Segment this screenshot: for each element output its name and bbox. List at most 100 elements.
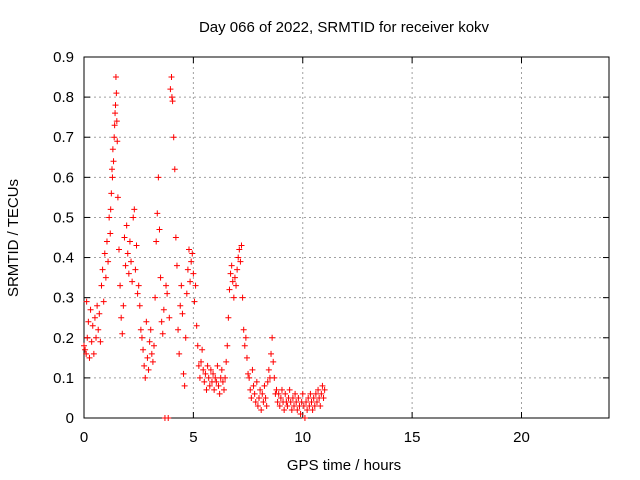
data-point xyxy=(321,386,328,393)
data-point xyxy=(149,358,156,365)
data-point xyxy=(113,90,120,97)
data-point xyxy=(123,222,130,229)
data-point xyxy=(317,402,324,409)
x-tick-label: 5 xyxy=(189,429,197,446)
data-point xyxy=(122,262,129,269)
data-point xyxy=(177,302,184,309)
data-point xyxy=(263,402,270,409)
data-point xyxy=(144,354,151,361)
data-point xyxy=(303,398,310,405)
data-point xyxy=(114,138,121,145)
data-point xyxy=(205,374,212,381)
data-point xyxy=(82,346,89,353)
y-tick-label: 0.4 xyxy=(53,250,74,267)
y-tick-label: 0.3 xyxy=(53,290,74,307)
axis-ticks xyxy=(83,56,609,419)
data-point xyxy=(145,366,152,373)
data-point xyxy=(98,282,105,289)
data-point xyxy=(310,394,317,401)
data-point xyxy=(269,334,276,341)
data-point xyxy=(226,286,233,293)
data-point xyxy=(186,246,192,253)
data-point xyxy=(125,270,132,277)
data-point xyxy=(136,302,143,309)
data-point xyxy=(291,402,297,409)
data-point xyxy=(278,386,285,393)
data-point xyxy=(233,282,240,289)
data-point xyxy=(148,350,155,357)
data-point xyxy=(295,394,302,401)
data-point xyxy=(274,398,281,405)
data-point xyxy=(193,322,200,329)
data-point xyxy=(175,326,182,333)
data-point xyxy=(195,362,202,369)
x-tick-label: 20 xyxy=(513,429,530,446)
data-point xyxy=(240,326,247,333)
data-point xyxy=(153,238,160,245)
data-point xyxy=(112,74,119,81)
data-point xyxy=(83,350,90,357)
data-point xyxy=(225,314,232,321)
data-point xyxy=(234,266,241,273)
data-point xyxy=(320,394,327,401)
data-point xyxy=(308,398,315,405)
data-point xyxy=(121,234,128,241)
data-point xyxy=(219,378,226,385)
data-point xyxy=(133,242,140,249)
data-point xyxy=(129,278,136,285)
data-point xyxy=(307,390,314,397)
data-point xyxy=(140,346,147,353)
data-point xyxy=(271,374,278,381)
x-tick-label: 10 xyxy=(294,429,311,446)
data-point xyxy=(196,374,203,381)
data-point xyxy=(86,354,93,361)
data-point xyxy=(160,306,167,313)
data-point xyxy=(315,386,322,393)
data-point xyxy=(170,134,177,141)
data-point xyxy=(173,262,180,269)
data-point xyxy=(275,390,282,397)
data-point xyxy=(289,394,296,401)
data-point xyxy=(157,274,164,281)
data-point xyxy=(241,342,248,349)
data-point xyxy=(84,334,91,341)
plot-frame xyxy=(83,56,610,419)
data-point xyxy=(282,390,289,397)
data-point xyxy=(154,210,161,217)
data-point xyxy=(243,354,250,361)
data-point xyxy=(152,294,159,301)
y-tick-label: 0.7 xyxy=(53,129,74,146)
data-point xyxy=(231,274,238,281)
chart-title: Day 066 of 2022, SRMTID for receiver kok… xyxy=(199,19,490,36)
data-point xyxy=(118,314,125,321)
data-point xyxy=(169,98,176,105)
data-point xyxy=(201,378,208,385)
data-point xyxy=(198,358,205,365)
x-tick-label: 0 xyxy=(80,429,88,446)
data-point xyxy=(168,74,175,81)
y-tick-label: 0 xyxy=(66,410,74,427)
data-point xyxy=(236,246,243,253)
data-point xyxy=(284,402,291,409)
data-point xyxy=(249,366,256,373)
data-point xyxy=(168,94,175,101)
data-point xyxy=(99,266,106,273)
data-point xyxy=(158,318,165,325)
data-point xyxy=(119,330,126,337)
data-point xyxy=(230,294,237,301)
data-point xyxy=(134,290,141,297)
data-point xyxy=(227,270,234,277)
data-point xyxy=(294,406,301,413)
data-point xyxy=(96,310,103,317)
data-point xyxy=(188,258,195,265)
data-point xyxy=(117,282,124,289)
data-point xyxy=(163,282,170,289)
data-point xyxy=(229,278,236,285)
data-point xyxy=(124,250,131,257)
data-point xyxy=(85,318,92,325)
data-point xyxy=(207,366,214,373)
data-point xyxy=(130,214,137,221)
y-tick-label: 0.6 xyxy=(53,169,74,186)
data-point xyxy=(180,370,187,377)
